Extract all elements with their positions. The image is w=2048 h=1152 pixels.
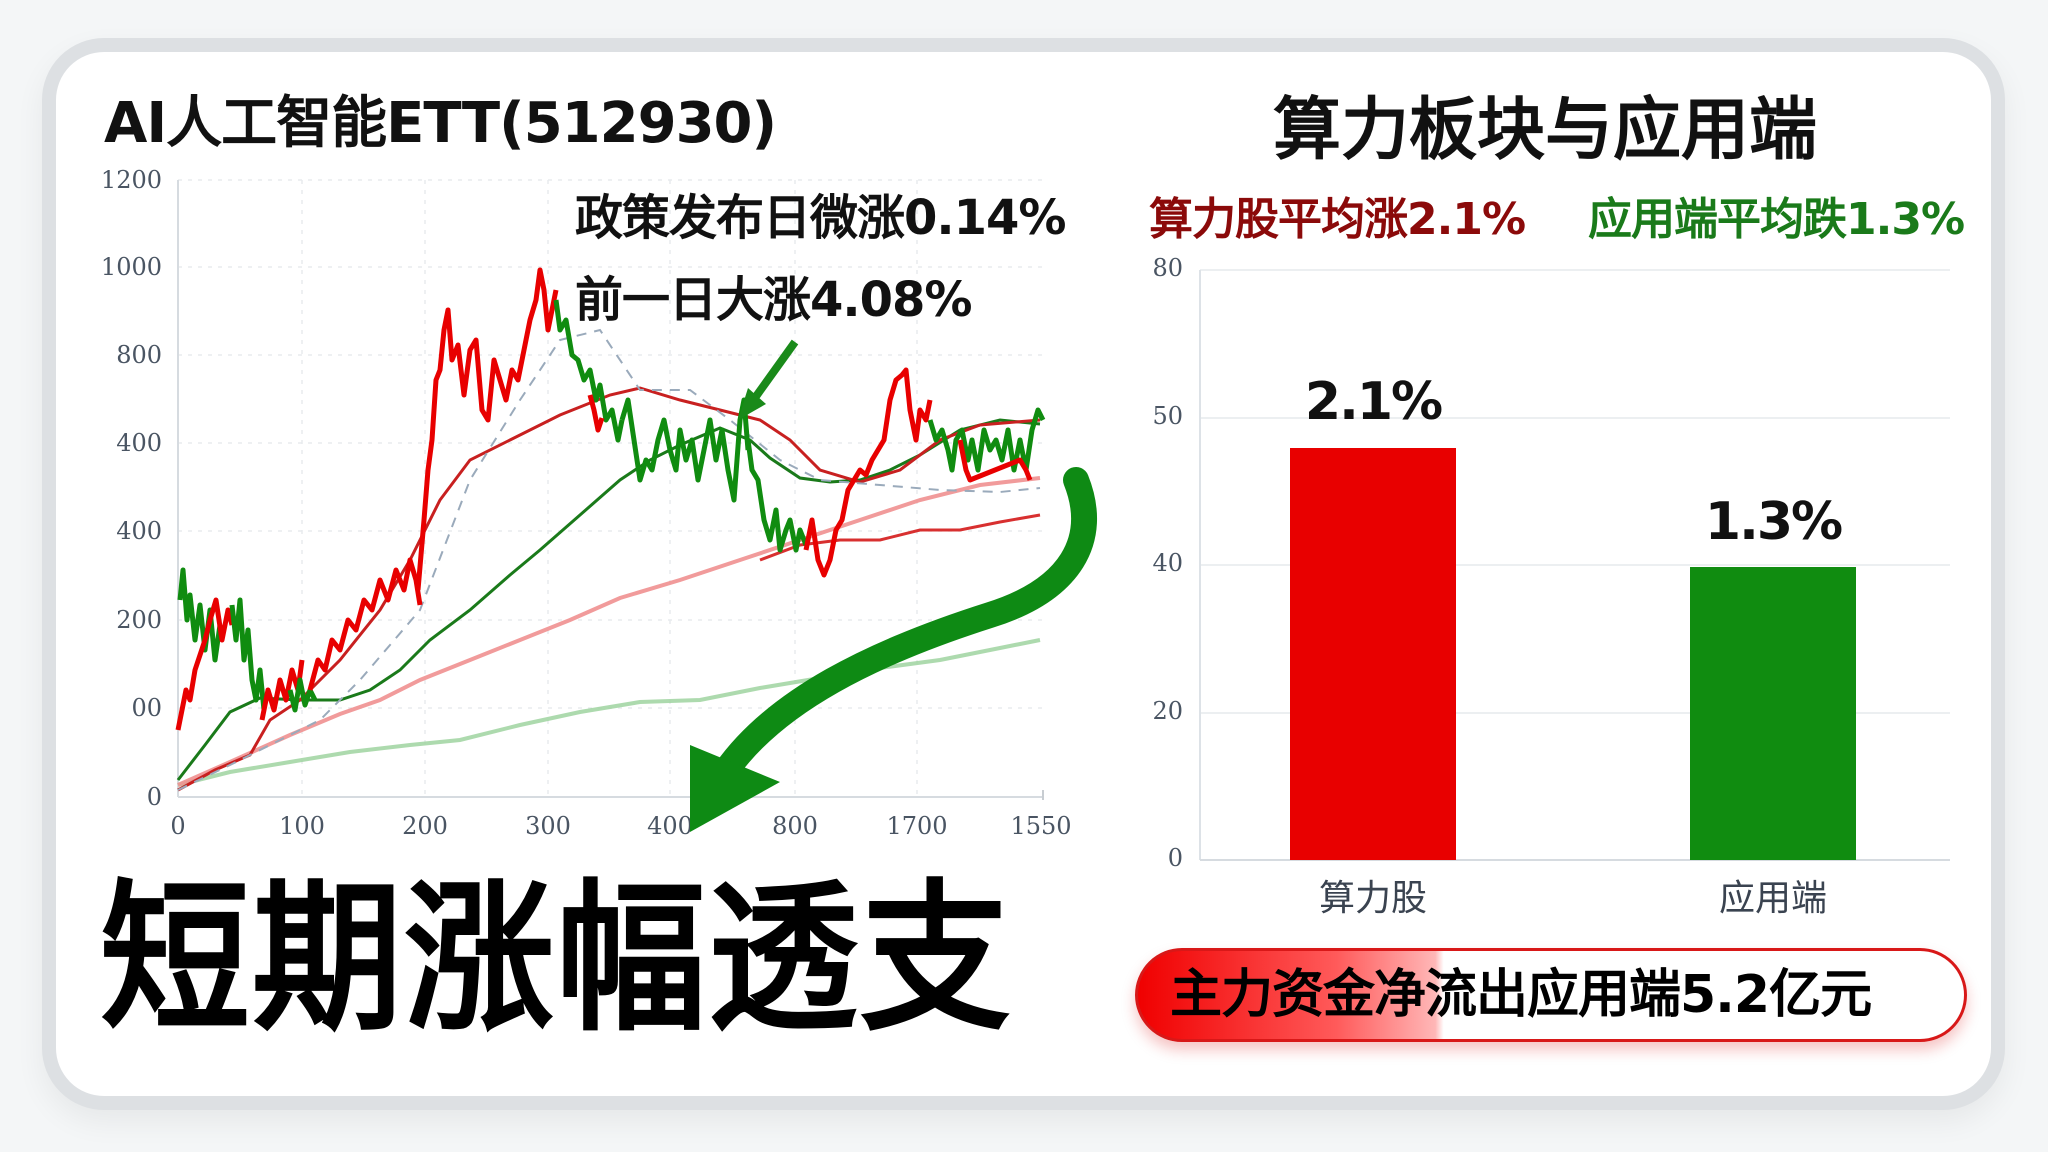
bar-value-application: 1.3% [1704,492,1843,552]
x-tick: 400 [647,812,693,840]
y-tick: 1200 [100,166,162,194]
sector-title: 算力板块与应用端 [1272,90,1817,170]
bar-category-compute: 算力股 [1318,878,1427,919]
bar-compute [1290,448,1456,860]
chart-grid [178,179,1043,797]
annotation-arrow-icon [738,339,799,420]
annotation-prev-day: 前一日大涨4.08% [575,272,973,328]
etf-title: AI人工智能ETT(512930) [104,91,777,156]
subtitle-compute-up: 算力股平均涨2.1% [1149,194,1526,245]
y-tick: 1000 [100,253,162,281]
bar-value-compute: 2.1% [1304,372,1443,432]
price-line-chart [175,179,1097,832]
y-tick: 400 [116,517,162,545]
y-tick: 800 [116,341,162,369]
subtitle-application-down: 应用端平均跌1.3% [1588,194,1965,245]
x-tick: 300 [525,812,571,840]
callout-text: 主力资金净流出应用端5.2亿元 [1170,965,1872,1025]
x-tick: 800 [772,812,818,840]
y-tick: 400 [116,429,162,457]
bar-category-application: 应用端 [1718,878,1827,919]
y-tick: 200 [116,606,162,634]
y-tick: 0 [146,783,162,811]
bar-y-tick: 20 [1152,697,1183,725]
capital-outflow-callout: 主力资金净流出应用端5.2亿元 [1135,948,1967,1042]
x-tick: 0 [170,812,186,840]
x-tick: 1550 [1010,812,1072,840]
x-tick: 200 [402,812,448,840]
trend-dashed-line [177,328,1041,791]
bar-y-tick: 40 [1152,549,1183,577]
bar-y-tick: 80 [1152,254,1183,282]
x-tick: 1700 [886,812,948,840]
candlesticks [175,267,1046,731]
bar-application [1690,567,1856,860]
annotation-policy-day: 政策发布日微涨0.14% [575,190,1067,246]
headline: 短期涨幅透支 [100,865,1013,1054]
card [42,38,2005,1110]
y-tick: 00 [131,694,162,722]
ma-longest-line [177,638,1041,787]
trend-down-arrow-icon [690,467,1097,832]
bar-y-tick: 0 [1167,844,1183,872]
bar-chart [1199,269,1950,861]
x-tick: 100 [279,812,325,840]
ma-long-line [177,476,1041,787]
bar-y-tick: 50 [1152,402,1183,430]
